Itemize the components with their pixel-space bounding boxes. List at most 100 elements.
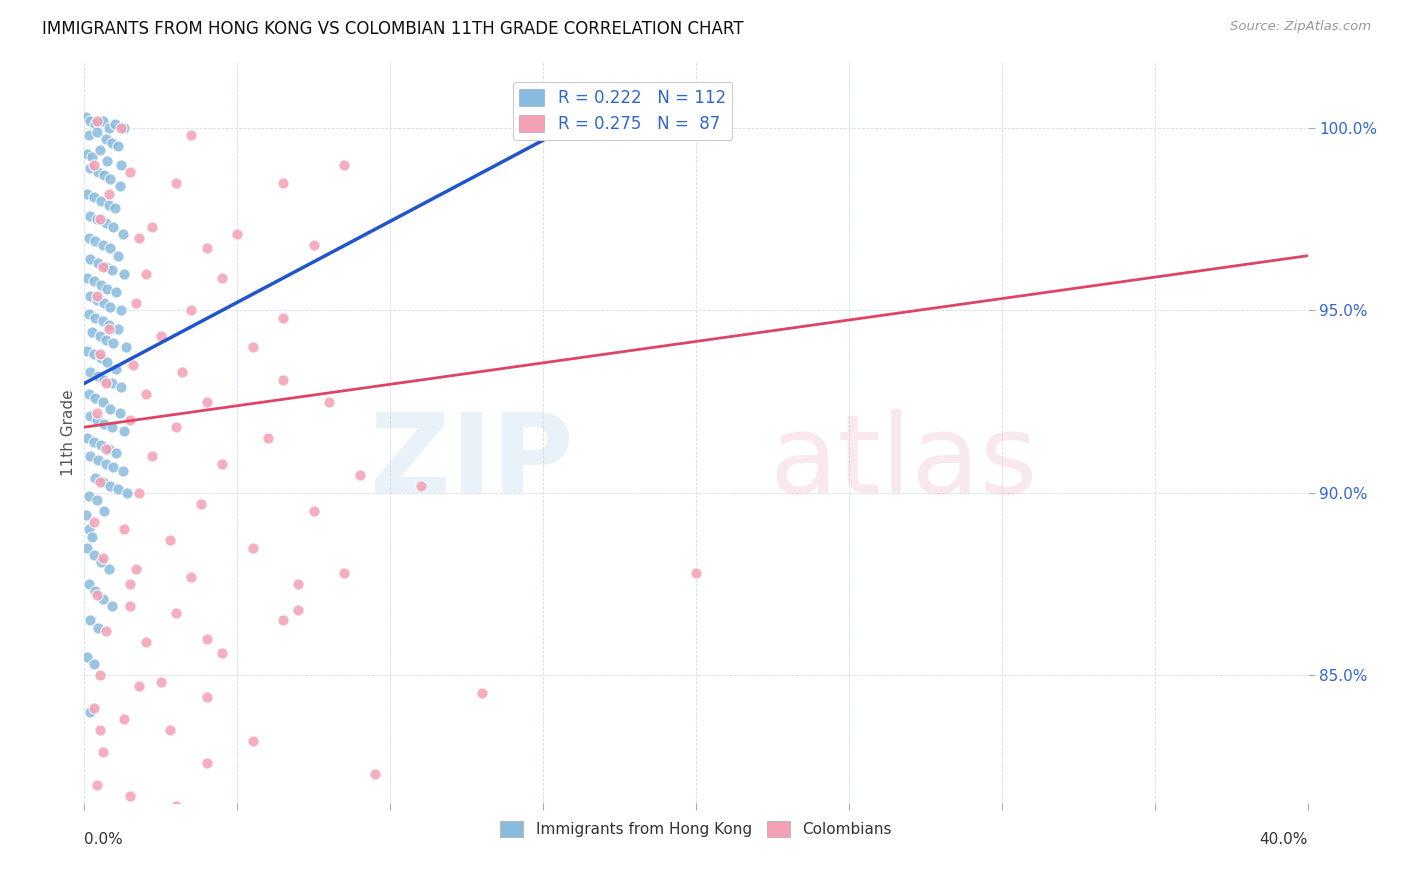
Point [89,668,111,682]
Point [86,289,108,303]
Point [107,139,129,153]
Point [195,756,218,770]
Point [83,274,105,288]
Point [94,457,117,471]
Point [114,340,136,354]
Point [98,172,121,186]
Point [79,366,101,380]
Text: Source: ZipAtlas.com: Source: ZipAtlas.com [1230,20,1371,33]
Point [91,551,114,566]
Point [75,110,97,124]
Point [83,701,105,715]
Point [242,733,264,747]
Point [87,369,110,384]
Point [110,157,132,171]
Point [120,789,142,803]
Point [195,394,218,409]
Point [77,307,100,321]
Point [107,249,129,263]
Point [97,318,120,332]
Point [287,602,309,616]
Point [91,475,114,489]
Point [195,242,218,256]
Point [226,227,249,241]
Point [83,434,105,449]
Point [79,450,101,464]
Point [141,450,163,464]
Point [364,766,387,780]
Point [93,504,115,518]
Point [76,146,98,161]
Point [89,212,111,227]
Point [107,321,129,335]
Point [101,376,124,391]
Point [83,814,105,828]
Point [333,566,356,580]
Point [84,391,107,405]
Point [165,420,187,434]
Point [76,186,98,201]
Point [79,209,101,223]
Point [104,118,127,132]
Point [79,705,101,719]
Point [76,343,98,358]
Point [94,376,117,391]
Text: atlas: atlas [769,409,1038,516]
Point [87,256,110,270]
Point [471,686,494,700]
Point [302,237,325,252]
Point [141,219,163,234]
Point [89,329,111,343]
Point [128,230,150,244]
Point [84,118,107,132]
Point [195,632,218,646]
Point [172,366,194,380]
Point [96,354,118,368]
Point [75,508,97,522]
Point [105,445,128,459]
Point [112,712,135,726]
Point [135,635,157,649]
Point [165,176,187,190]
Point [103,336,125,351]
Point [97,186,120,201]
Point [128,485,150,500]
Point [409,478,432,492]
Point [103,219,125,234]
Point [97,121,120,136]
Point [271,310,294,325]
Point [86,125,108,139]
Point [90,555,112,569]
Point [180,570,202,584]
Point [165,799,187,814]
Point [98,401,121,416]
Point [104,202,127,216]
Point [97,442,120,456]
Point [93,417,115,431]
Point [349,467,371,482]
Point [83,157,105,171]
Point [98,300,121,314]
Point [83,190,105,204]
Point [211,457,233,471]
Point [120,577,142,591]
Point [149,675,172,690]
Point [79,409,101,424]
Point [90,438,112,452]
Point [79,113,101,128]
Point [108,179,131,194]
Point [122,358,145,372]
Text: 0.0%: 0.0% [84,832,124,847]
Point [159,533,181,548]
Point [97,321,120,335]
Point [110,121,132,136]
Point [90,351,112,365]
Point [120,165,142,179]
Point [94,442,117,456]
Point [98,242,121,256]
Point [165,606,187,620]
Point [91,314,114,328]
Point [112,121,135,136]
Point [84,234,107,248]
Point [87,165,110,179]
